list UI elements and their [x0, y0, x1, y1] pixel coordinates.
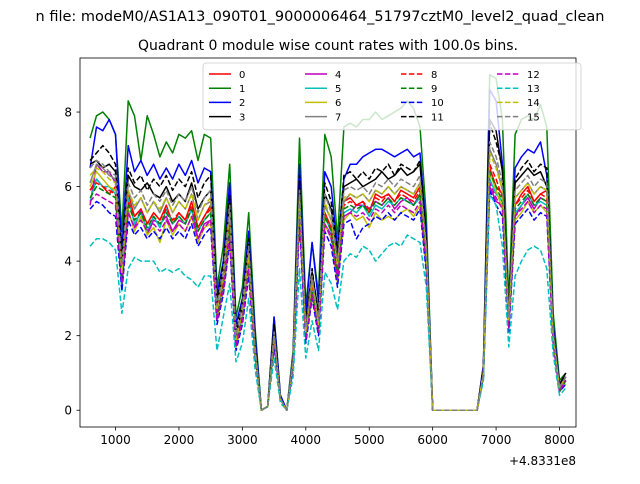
legend-label-8: 8	[431, 70, 437, 81]
x-tick-label: 4000	[291, 433, 322, 447]
y-tick-label: 4	[64, 254, 72, 268]
legend-label-15: 15	[527, 112, 540, 123]
x-tick-label: 7000	[481, 433, 512, 447]
x-tick-label: 6000	[417, 433, 448, 447]
chart-title: Quadrant 0 module wise count rates with …	[138, 38, 518, 54]
y-tick-label: 2	[64, 329, 72, 343]
legend-label-2: 2	[239, 98, 245, 109]
plot-frame	[79, 57, 577, 428]
y-tick-label: 0	[64, 404, 72, 418]
legend-label-14: 14	[527, 98, 540, 109]
series-line-13	[89, 193, 567, 411]
legend-label-7: 7	[335, 112, 341, 123]
figure-suptitle: n file: modeM0/AS1A13_090T01_9000006464_…	[36, 9, 605, 25]
legend-label-1: 1	[239, 84, 245, 95]
series-line-14	[89, 152, 567, 411]
y-tick-label: 8	[64, 105, 72, 119]
axes: 1000 2000 3000 4000 5000 6000 7000 8000 0 2 4 6 8 +4.…	[64, 57, 577, 468]
legend-label-13: 13	[527, 84, 540, 95]
series-line-8	[89, 163, 567, 411]
legend-label-3: 3	[239, 112, 245, 123]
x-tick-label: 5000	[354, 433, 385, 447]
legend-label-5: 5	[335, 84, 341, 95]
legend-label-11: 11	[431, 112, 444, 123]
series-line-15	[89, 141, 567, 411]
series-line-11	[89, 122, 567, 411]
y-tick-label: 6	[64, 180, 72, 194]
legend-label-12: 12	[527, 70, 540, 81]
legend-label-0: 0	[239, 70, 245, 81]
legend-label-10: 10	[431, 98, 444, 109]
x-tick-label: 2000	[164, 433, 195, 447]
legend-label-9: 9	[431, 84, 437, 95]
x-tick-label: 3000	[227, 433, 258, 447]
series-line-12	[89, 182, 567, 411]
legend-label-4: 4	[335, 70, 341, 81]
x-tick-label: 1000	[100, 433, 131, 447]
legend-box	[202, 62, 582, 131]
legend-label-6: 6	[335, 98, 341, 109]
x-tick-label: 8000	[544, 433, 575, 447]
x-offset-label: +4.8331e8	[509, 454, 576, 468]
series-layer	[89, 74, 567, 411]
